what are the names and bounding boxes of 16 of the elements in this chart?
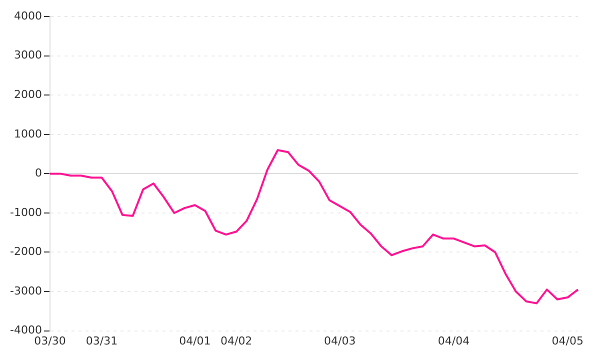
x-tick-label: 04/04 — [438, 334, 470, 348]
x-tick-label: 04/03 — [324, 334, 356, 348]
x-tick-label: 04/05 — [552, 334, 584, 348]
y-tick-label: -4000 — [10, 324, 42, 337]
y-tick-label: 3000 — [14, 48, 42, 62]
y-tick-label: 4000 — [14, 9, 42, 22]
y-tick-label: 0 — [34, 166, 42, 180]
y-tick-label: -2000 — [10, 245, 42, 258]
y-tick-label: 1000 — [14, 127, 42, 140]
x-tick-label: 04/01 — [179, 334, 211, 348]
x-tick-label: 03/31 — [86, 334, 118, 348]
y-tick-label: -1000 — [10, 206, 42, 219]
y-tick-label: -3000 — [10, 284, 42, 298]
y-tick-label: 2000 — [14, 88, 42, 102]
x-tick-label: 03/30 — [34, 334, 66, 348]
x-tick-label: 04/02 — [220, 334, 252, 348]
